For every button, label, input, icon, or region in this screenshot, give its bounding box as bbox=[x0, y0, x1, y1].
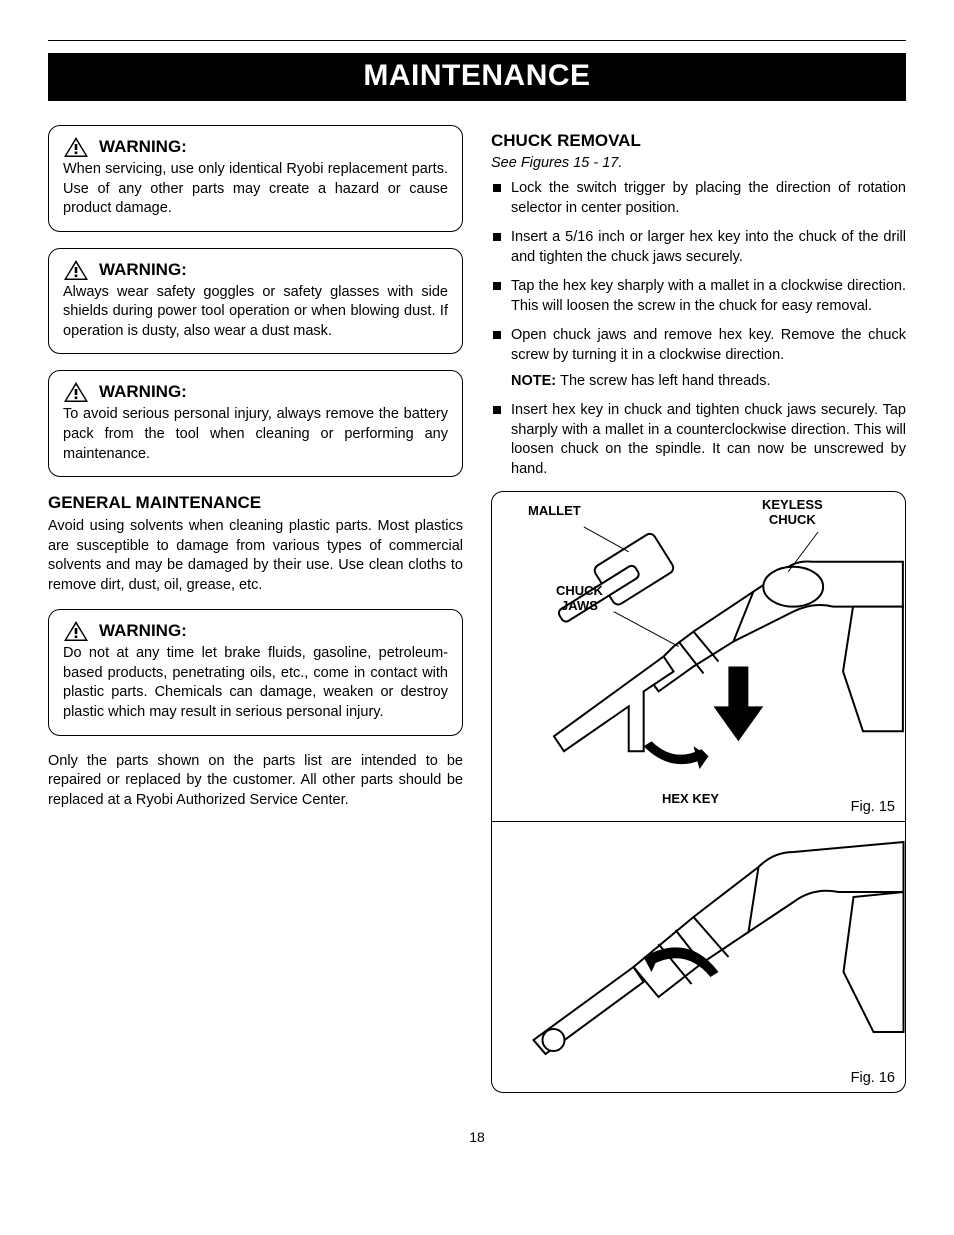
note-line: NOTE: The screw has left hand threads. bbox=[511, 372, 906, 392]
warning-label: WARNING: bbox=[99, 382, 187, 402]
left-column: WARNING: When servicing, use only identi… bbox=[48, 125, 463, 1093]
warning-text: To avoid serious personal injury, always… bbox=[63, 405, 448, 464]
warning-box-1: WARNING: When servicing, use only identi… bbox=[48, 125, 463, 232]
warning-icon bbox=[63, 259, 89, 281]
bullet-list: Lock the switch trigger by placing the d… bbox=[491, 179, 906, 366]
warning-icon bbox=[63, 136, 89, 158]
figure-caption: Fig. 16 bbox=[851, 1070, 895, 1086]
section-head-general-maintenance: GENERAL MAINTENANCE bbox=[48, 493, 463, 513]
fig-label-keyless-chuck: KEYLESS CHUCK bbox=[762, 498, 823, 527]
warning-box-3: WARNING: To avoid serious personal injur… bbox=[48, 370, 463, 477]
note-text: The screw has left hand threads. bbox=[560, 373, 770, 389]
warning-icon bbox=[63, 381, 89, 403]
figure-caption: Fig. 15 bbox=[851, 799, 895, 815]
figure-15: MALLET KEYLESS CHUCK CHUCK JAWS HEX KEY … bbox=[492, 492, 905, 822]
list-item: Insert a 5/16 inch or larger hex key int… bbox=[491, 228, 906, 267]
section-head-chuck-removal: CHUCK REMOVAL bbox=[491, 131, 906, 151]
fig-label-hex-key: HEX KEY bbox=[662, 792, 719, 806]
list-item: Insert hex key in chuck and tighten chuc… bbox=[491, 401, 906, 479]
right-column: CHUCK REMOVAL See Figures 15 - 17. Lock … bbox=[491, 125, 906, 1093]
fig-label-chuck-jaws: CHUCK JAWS bbox=[556, 584, 603, 613]
drill-illustration-16 bbox=[492, 822, 905, 1092]
bullet-list: Insert hex key in chuck and tighten chuc… bbox=[491, 401, 906, 479]
warning-label: WARNING: bbox=[99, 260, 187, 280]
fig-label-mallet: MALLET bbox=[528, 504, 581, 518]
paragraph: Avoid using solvents when cleaning plast… bbox=[48, 517, 463, 595]
warning-text: Do not at any time let brake fluids, gas… bbox=[63, 644, 448, 722]
figure-stack: MALLET KEYLESS CHUCK CHUCK JAWS HEX KEY … bbox=[491, 491, 906, 1093]
warning-label: WARNING: bbox=[99, 621, 187, 641]
paragraph: Only the parts shown on the parts list a… bbox=[48, 752, 463, 811]
warning-icon bbox=[63, 620, 89, 642]
list-item: Lock the switch trigger by placing the d… bbox=[491, 179, 906, 218]
warning-label: WARNING: bbox=[99, 137, 187, 157]
see-figures-subhead: See Figures 15 - 17. bbox=[491, 155, 906, 171]
list-item: Open chuck jaws and remove hex key. Remo… bbox=[491, 326, 906, 365]
figure-16: Fig. 16 bbox=[492, 822, 905, 1092]
page-title-bar: MAINTENANCE bbox=[48, 53, 906, 101]
warning-box-2: WARNING: Always wear safety goggles or s… bbox=[48, 248, 463, 355]
warning-text: Always wear safety goggles or safety gla… bbox=[63, 283, 448, 342]
drill-illustration-15 bbox=[492, 492, 905, 821]
note-label: NOTE: bbox=[511, 373, 556, 389]
page-number: 18 bbox=[48, 1129, 906, 1145]
warning-box-4: WARNING: Do not at any time let brake fl… bbox=[48, 609, 463, 735]
list-item: Tap the hex key sharply with a mallet in… bbox=[491, 277, 906, 316]
two-column-layout: WARNING: When servicing, use only identi… bbox=[48, 125, 906, 1093]
warning-text: When servicing, use only identical Ryobi… bbox=[63, 160, 448, 219]
